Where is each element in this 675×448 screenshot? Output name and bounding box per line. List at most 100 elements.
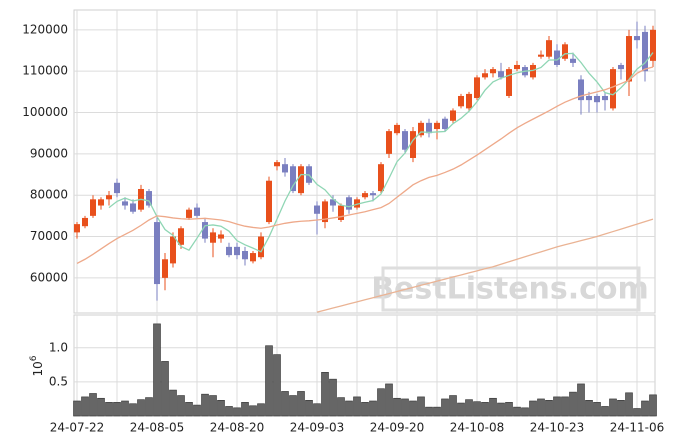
candle-body [562,44,568,59]
candle-body [586,95,592,101]
volume-bar [97,397,105,417]
volume-bar [241,402,249,417]
candle-body [634,36,640,41]
volume-bar [217,400,225,417]
volume-bar [353,396,361,417]
y-tick-label: 120000 [22,22,68,36]
volume-bar [297,391,305,417]
candle-body [130,203,136,212]
volume-bar [169,389,177,417]
volume-bar [233,407,241,417]
candle-body [106,195,112,200]
candle-body [194,207,200,216]
volume-bar [81,396,89,417]
candle-body [418,122,424,136]
y-tick-label: 60000 [30,270,68,284]
volume-bar [113,402,121,417]
candle-body [210,232,216,243]
price-frame [73,9,656,314]
x-tick-label: 24-07-22 [50,421,104,435]
candle-body [298,166,304,194]
volume-bar [569,391,577,417]
candle-body [202,222,208,239]
volume-bar [497,402,505,417]
candle-body [314,205,320,214]
volume-bar [505,402,513,417]
x-tick-label: 24-08-20 [210,421,264,435]
candle-body [282,164,288,173]
volume-bar [145,397,153,417]
volume-bar [513,406,521,417]
candle-body [538,54,544,57]
watermark-box [381,266,641,312]
volume-bar [553,396,561,417]
volume-bar [377,388,385,417]
candle-body [546,40,552,57]
candle-body [378,164,384,192]
volume-bar [649,394,657,417]
candle-body [474,77,480,99]
volume-bar [185,402,193,417]
volume-bar [473,401,481,417]
marks-layer [73,21,657,417]
candle-body [362,193,368,198]
candle-body [618,64,624,70]
candle-body [514,64,520,70]
volume-bar [401,398,409,417]
y-tick-label: 100000 [22,105,68,119]
volume-bar [225,406,233,417]
x-tick-label: 24-10-23 [530,421,584,435]
volume-bar [633,408,641,417]
candle-body [602,95,608,101]
volume-bar [385,383,393,417]
volume-bar [129,403,137,417]
volume-bar [289,395,297,417]
volume-bar [489,397,497,417]
candle-body [402,131,408,150]
candle-body [482,73,488,78]
volume-bar [153,323,161,417]
candle-body [642,31,648,72]
candle-body [234,246,240,256]
candle-body [274,162,280,167]
x-tick-label: 24-10-08 [450,421,504,435]
volume-bar [305,400,313,417]
volume-bar [105,402,113,417]
volume-bar [425,406,433,417]
candle-body [346,197,352,210]
candle-body [578,79,584,101]
candle-body [650,29,656,61]
candle-body [370,193,376,196]
candle-body [74,224,80,233]
volume-bar [393,397,401,417]
volume-bar [321,372,329,417]
candle-body [410,131,416,158]
moving-average-line [76,66,654,264]
volume-bar [121,400,129,417]
volume-bar [609,398,617,417]
candle-body [434,122,440,130]
volume-bar [625,392,633,417]
candle-body [450,110,456,121]
candle-body [610,69,616,109]
candle-body [122,201,128,206]
volume-bar [441,398,449,417]
volume-bar [449,395,457,417]
x-tick-label: 24-09-20 [370,421,424,435]
moving-average-line [316,218,654,313]
watermark: BestListens.com [371,272,649,307]
volume-bar [137,399,145,417]
candle-body [466,93,472,109]
volume-bar [89,393,97,417]
volume-bar [345,400,353,417]
label-base: 10 [31,361,45,376]
candle-body [490,69,496,74]
volume-tick-label: 1.0 [49,340,68,354]
volume-bar [193,404,201,417]
x-tick-label: 24-08-05 [130,421,184,435]
candle-body [186,209,192,218]
volume-bar [201,393,209,417]
candle-body [330,199,336,206]
volume-tick-label: 0.5 [49,374,68,388]
volume-bar [585,400,593,417]
